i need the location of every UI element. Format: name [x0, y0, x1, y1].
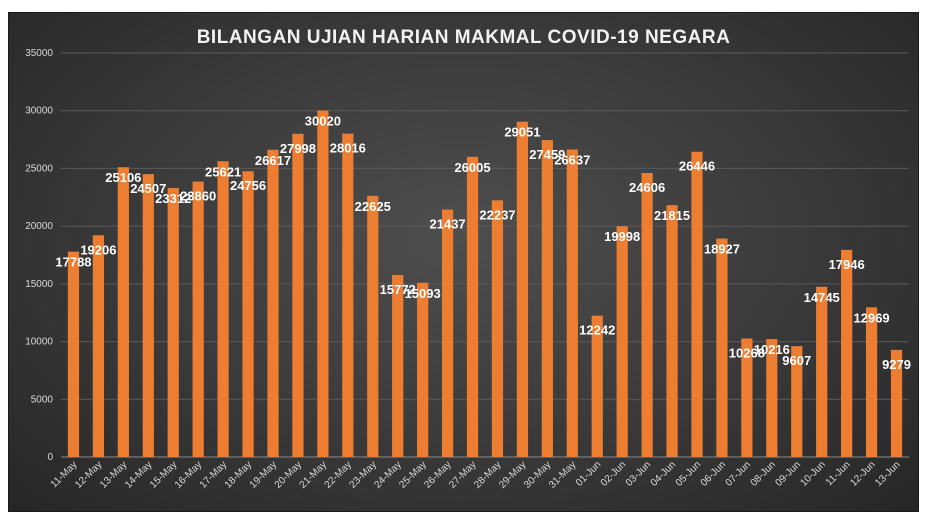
bar — [142, 174, 154, 457]
x-tick-label: 10-Jun — [798, 459, 827, 488]
data-label: 9279 — [882, 357, 911, 372]
y-tick-label: 15000 — [25, 279, 53, 290]
data-label: 10268 — [729, 345, 765, 360]
chart-title: BILANGAN UJIAN HARIAN MAKMAL COVID-19 NE… — [196, 27, 731, 48]
x-tick-label: 04-Jun — [649, 459, 678, 488]
bar — [841, 249, 853, 457]
bar — [367, 195, 379, 458]
x-tick-label: 07-Jun — [724, 459, 753, 488]
y-tick-label: 5000 — [31, 394, 54, 405]
data-label: 22625 — [355, 199, 391, 214]
data-label: 26617 — [255, 153, 291, 168]
bar — [541, 140, 553, 457]
chart-plot: 0 5000 10000 15000 20000 25000 30000 35000 1778… — [25, 48, 911, 491]
data-label: 19206 — [80, 242, 116, 257]
x-tick-label: 08-Jun — [749, 459, 778, 488]
data-label: 10216 — [754, 342, 790, 357]
bar — [67, 251, 80, 457]
data-label: 9607 — [782, 353, 811, 368]
bars — [67, 110, 903, 458]
data-label: 27998 — [280, 141, 316, 156]
data-label: 21815 — [654, 208, 690, 223]
bar — [716, 238, 728, 457]
bar — [217, 161, 229, 458]
bar — [691, 151, 703, 457]
data-label: 12242 — [579, 323, 615, 338]
data-label: 26446 — [679, 159, 715, 174]
bar — [641, 172, 653, 458]
x-tick-label: 12-Jun — [848, 459, 877, 488]
y-axis-ticks: 0 5000 10000 15000 20000 25000 30000 35000 — [25, 48, 53, 463]
data-label: 15772 — [380, 282, 416, 297]
data-label: 12969 — [854, 310, 890, 325]
bar — [92, 235, 105, 457]
x-tick-label: 02-Jun — [599, 459, 628, 488]
gridlines — [61, 52, 909, 458]
data-label: 24507 — [130, 181, 166, 196]
bar — [466, 156, 479, 457]
data-label: 27459 — [529, 147, 565, 162]
data-label: 29051 — [504, 125, 540, 140]
data-label: 23860 — [180, 189, 216, 204]
bar — [392, 274, 404, 457]
bar — [816, 286, 828, 457]
data-label: 22237 — [479, 207, 515, 222]
bar — [267, 149, 279, 457]
data-label: 23312 — [155, 191, 191, 206]
bar — [242, 171, 254, 457]
bar — [342, 133, 354, 458]
data-label: 24756 — [230, 178, 266, 193]
data-label: 14745 — [804, 290, 840, 305]
bar — [741, 338, 753, 457]
bar — [417, 282, 429, 457]
bar — [292, 133, 304, 457]
bar — [566, 149, 578, 458]
data-label: 26637 — [554, 153, 590, 168]
bar — [491, 200, 504, 458]
bar — [167, 187, 179, 458]
y-tick-label: 10000 — [25, 337, 53, 348]
x-tick-label: 11-Jun — [824, 459, 853, 488]
y-tick-label: 30000 — [25, 106, 53, 117]
data-label: 28016 — [330, 141, 366, 156]
data-label: 21437 — [430, 217, 466, 232]
bar — [666, 205, 678, 457]
data-label: 30020 — [305, 113, 341, 128]
bar — [890, 349, 903, 457]
bar — [317, 110, 329, 457]
chart-frame: BILANGAN UJIAN HARIAN MAKMAL COVID-19 NE… — [8, 12, 919, 512]
x-tick-label: 31-May — [547, 459, 578, 490]
x-tick-label: 06-Jun — [699, 459, 728, 488]
y-tick-label: 0 — [47, 452, 53, 463]
bar — [791, 346, 803, 457]
y-tick-label: 20000 — [25, 221, 53, 232]
data-label: 15093 — [405, 286, 441, 301]
bar — [865, 307, 878, 457]
x-tick-label: 13-Jun — [873, 459, 902, 488]
x-tick-label: 03-Jun — [624, 459, 653, 488]
data-label: 19998 — [604, 229, 640, 244]
bar — [516, 121, 529, 457]
x-tick-label: 01-Jun — [574, 459, 603, 488]
data-label: 25106 — [105, 170, 141, 185]
y-tick-label: 35000 — [25, 48, 53, 59]
x-tick-label: 09-Jun — [773, 459, 802, 488]
bar — [591, 315, 603, 457]
bar — [766, 339, 778, 457]
y-tick-label: 25000 — [25, 163, 53, 174]
data-label: 24606 — [629, 180, 665, 195]
data-label: 17946 — [829, 257, 865, 272]
x-axis-ticks: 11-May12-May13-May14-May15-May16-May17-M… — [49, 459, 903, 490]
data-label: 17788 — [55, 255, 91, 270]
bar — [441, 209, 454, 457]
bar — [117, 167, 129, 458]
data-label: 26005 — [454, 160, 490, 175]
x-tick-label: 05-Jun — [674, 459, 703, 488]
bar — [192, 181, 204, 457]
data-label: 25621 — [205, 164, 241, 179]
data-label: 18927 — [704, 242, 740, 257]
bar — [616, 226, 628, 457]
